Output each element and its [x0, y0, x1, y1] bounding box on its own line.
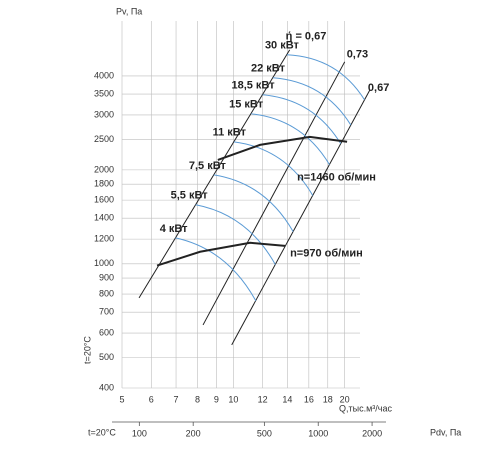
- efficiency-line-label: 0,67: [368, 82, 389, 94]
- power-curve-label: 30 кВт: [265, 40, 300, 52]
- power-curve: [195, 204, 276, 265]
- y-tick-label: 3000: [94, 109, 114, 119]
- x2-axis-label: Pdv, Па: [430, 427, 461, 437]
- efficiency-line-label: 0,73: [347, 49, 368, 61]
- power-curve-label: 15 кВт: [229, 99, 264, 111]
- x-tick-label: 12: [258, 394, 268, 404]
- y-tick-label: 1600: [94, 195, 114, 205]
- x-tick-label: 9: [214, 394, 219, 404]
- x2-note: t=20°C: [88, 427, 116, 437]
- efficiency-line: [138, 49, 291, 299]
- efficiency-line: [202, 61, 346, 326]
- power-curve-label: 11 кВт: [213, 127, 247, 139]
- power-curve-label: 18,5 кВт: [231, 80, 275, 92]
- speed-curve-label: n=970 об/мин: [290, 248, 363, 260]
- speed-curve-label: n=1460 об/мин: [297, 172, 376, 184]
- power-curve: [251, 113, 330, 165]
- x2-tick-label: 500: [257, 428, 272, 438]
- x-tick-label: 18: [323, 394, 333, 404]
- y-tick-label: 2500: [94, 134, 114, 144]
- power-curve-label: 4 кВт: [160, 223, 188, 235]
- y-tick-label: 700: [99, 307, 114, 317]
- x-tick-label: 6: [149, 394, 154, 404]
- y-tick-label: 1800: [94, 179, 114, 189]
- y-tick-label: 400: [99, 382, 114, 392]
- x-tick-label: 8: [195, 394, 200, 404]
- x-tick-label: 10: [228, 394, 238, 404]
- speed-curve: [217, 135, 348, 161]
- efficiency-line-label: ή = 0,67: [286, 31, 327, 43]
- y-tick-label: 800: [99, 288, 114, 298]
- power-curve-label: 22 кВт: [251, 63, 286, 75]
- y-tick-label: 1200: [94, 233, 114, 243]
- power-curve: [233, 141, 314, 196]
- speed-curve: [156, 241, 286, 267]
- x2-tick-label: 200: [186, 428, 201, 438]
- side-note: t=20°C: [82, 336, 92, 364]
- x-tick-label: 20: [340, 394, 350, 404]
- y-tick-label: 4000: [94, 70, 114, 80]
- x-axis-label: Q,тыс.м³/час: [339, 403, 392, 413]
- power-curve: [175, 237, 257, 302]
- x2-tick-label: 2000: [362, 428, 382, 438]
- power-curve: [286, 54, 365, 101]
- y-tick-label: 600: [99, 327, 114, 337]
- y-tick-label: 900: [99, 272, 114, 282]
- y-axis-label: Pv, Па: [116, 6, 142, 16]
- power-curve-label: 5,5 кВт: [171, 190, 209, 202]
- y-tick-label: 2000: [94, 164, 114, 174]
- efficiency-line: [231, 89, 371, 346]
- y-tick-label: 1400: [94, 213, 114, 223]
- x-tick-label: 16: [304, 394, 314, 404]
- y-tick-label: 1000: [94, 258, 114, 268]
- y-tick-label: 500: [99, 352, 114, 362]
- x-tick-label: 7: [174, 394, 179, 404]
- x2-tick-label: 1000: [308, 428, 328, 438]
- x-tick-label: 14: [282, 394, 292, 404]
- power-curve-label: 7,5 кВт: [189, 160, 227, 172]
- power-curve: [272, 77, 352, 126]
- power-curve: [213, 174, 294, 232]
- power-curve: [262, 94, 342, 144]
- x-tick-label: 5: [119, 394, 124, 404]
- x2-tick-label: 100: [132, 428, 147, 438]
- y-tick-label: 3500: [94, 88, 114, 98]
